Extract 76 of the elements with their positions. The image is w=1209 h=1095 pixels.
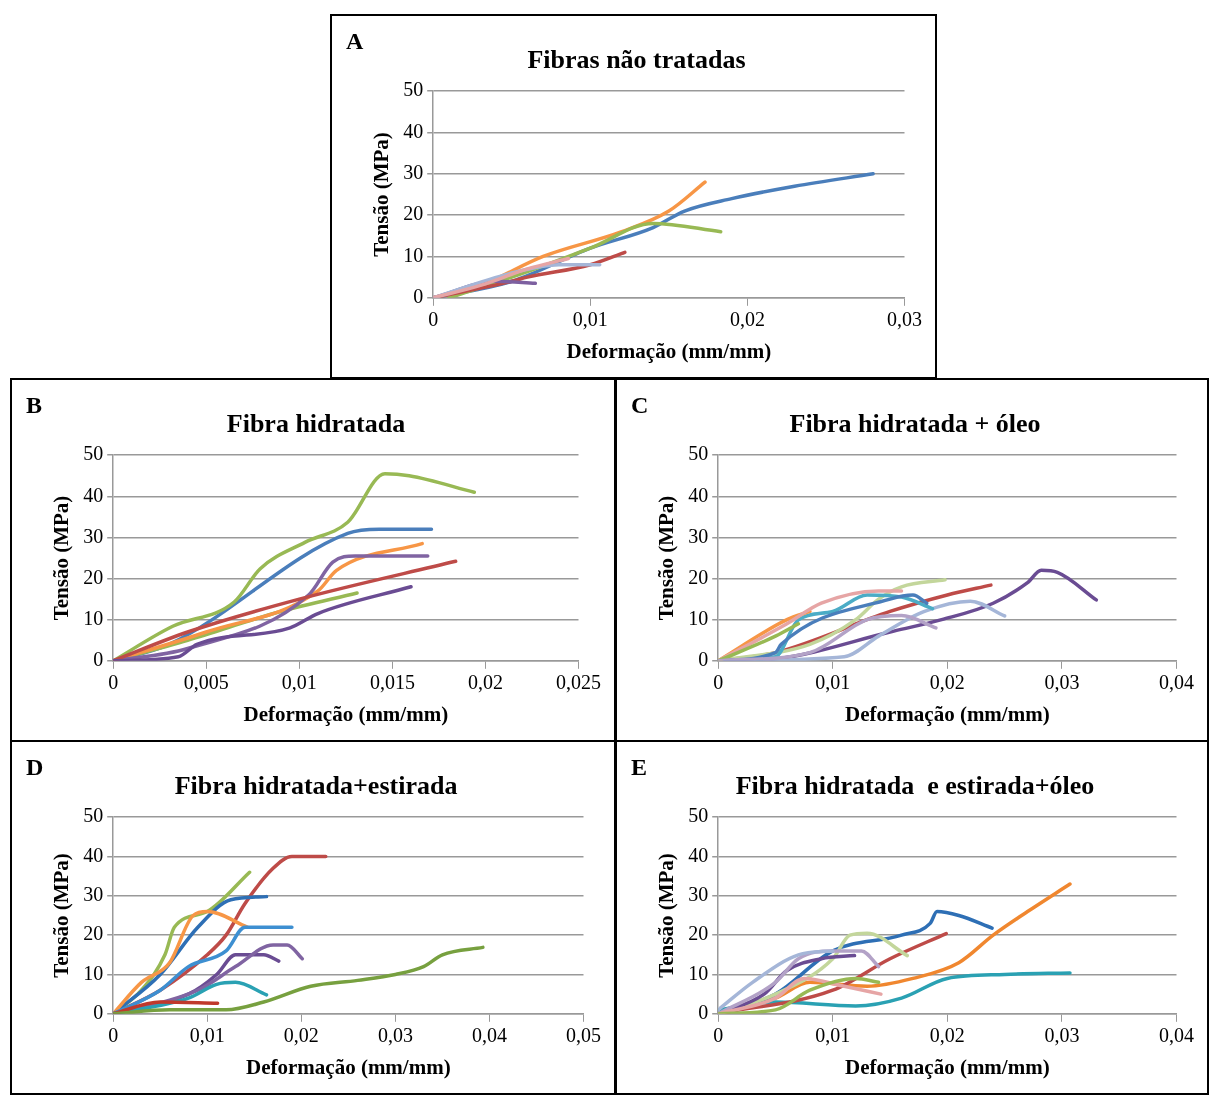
y-tick-label: 40 xyxy=(688,843,709,866)
text: E xyxy=(631,754,648,781)
x-tick-label: 0,02 xyxy=(467,671,503,694)
y-axis-title: Tensão (MPa) xyxy=(369,132,394,257)
y-tick-label: 10 xyxy=(688,961,709,984)
x-tick-label: 0,02 xyxy=(929,671,965,694)
x-tick-label: 0,04 xyxy=(1159,1024,1194,1047)
text: C xyxy=(631,392,649,419)
y-tick-label: 50 xyxy=(688,804,709,827)
x-tick-label: 0 xyxy=(428,308,439,331)
y-axis-title: Tensão (MPa) xyxy=(49,853,74,978)
x-tick-label: 0,01 xyxy=(815,671,851,694)
x-tick-label: 0,02 xyxy=(729,308,765,331)
x-tick-label: 0,05 xyxy=(566,1024,601,1047)
x-tick-label: 0,04 xyxy=(1159,671,1194,694)
x-tick-label: 0,04 xyxy=(471,1024,507,1047)
y-tick-label: 10 xyxy=(83,961,104,984)
y-tick-label: 30 xyxy=(83,883,104,906)
y-tick-label: 30 xyxy=(688,524,709,547)
x-tick-label: 0,03 xyxy=(887,308,922,331)
y-tick-label: 50 xyxy=(403,78,424,101)
x-tick-label: 0,03 xyxy=(1044,1024,1080,1047)
y-tick-label: 0 xyxy=(698,1001,709,1024)
y-tick-label: 0 xyxy=(413,285,424,308)
x-axis-title: Deformação (mm/mm) xyxy=(845,701,1050,726)
y-tick-label: 40 xyxy=(83,483,104,506)
y-tick-label: 30 xyxy=(403,161,424,184)
x-tick-label: 0,025 xyxy=(556,671,601,694)
y-tick-label: 30 xyxy=(83,524,104,547)
y-tick-label: 0 xyxy=(93,1001,104,1024)
y-tick-label: 20 xyxy=(403,202,424,225)
y-tick-label: 40 xyxy=(83,843,104,866)
x-tick-label: 0 xyxy=(713,1024,724,1047)
y-tick-label: 40 xyxy=(403,119,424,142)
x-tick-label: 0,005 xyxy=(183,671,229,694)
text: A xyxy=(346,28,364,55)
x-tick-label: 0,015 xyxy=(369,671,415,694)
y-tick-label: 50 xyxy=(83,804,104,827)
y-tick-label: 30 xyxy=(688,883,709,906)
y-tick-label: 20 xyxy=(688,565,709,588)
y-tick-label: 10 xyxy=(83,606,104,629)
chart-title: Fibra hidratada xyxy=(226,409,406,439)
x-tick-label: 0,01 xyxy=(281,671,317,694)
x-axis-title: Deformação (mm/mm) xyxy=(243,701,449,726)
y-tick-label: 10 xyxy=(403,243,424,266)
y-tick-label: 20 xyxy=(83,922,104,945)
text: B xyxy=(26,392,43,419)
chart-title: Fibra hidratada+estirada xyxy=(174,771,458,801)
x-tick-label: 0,02 xyxy=(283,1024,319,1047)
y-tick-label: 0 xyxy=(698,648,709,671)
y-tick-label: 20 xyxy=(688,922,709,945)
y-tick-label: 40 xyxy=(688,483,709,506)
y-axis-title: Tensão (MPa) xyxy=(654,853,679,978)
x-tick-label: 0 xyxy=(108,1024,119,1047)
chart-title: Fibra hidratada e estirada+óleo xyxy=(735,771,1095,801)
y-tick-label: 10 xyxy=(688,606,709,629)
x-tick-label: 0 xyxy=(713,671,724,694)
y-tick-label: 0 xyxy=(93,648,104,671)
x-tick-label: 0,02 xyxy=(929,1024,965,1047)
x-tick-label: 0,01 xyxy=(572,308,608,331)
y-tick-label: 50 xyxy=(688,442,709,465)
text: D xyxy=(26,754,44,781)
x-axis-title: Deformação (mm/mm) xyxy=(845,1054,1050,1079)
chart-title: Fibras não tratadas xyxy=(527,45,746,75)
y-tick-label: 50 xyxy=(83,442,104,465)
x-tick-label: 0,01 xyxy=(189,1024,225,1047)
y-axis-title: Tensão (MPa) xyxy=(654,495,679,621)
chart-title: Fibra hidratada + óleo xyxy=(789,409,1041,439)
x-tick-label: 0,03 xyxy=(377,1024,413,1047)
y-tick-label: 20 xyxy=(83,565,104,588)
x-axis-title: Deformação (mm/mm) xyxy=(566,338,772,363)
x-tick-label: 0,01 xyxy=(815,1024,851,1047)
x-tick-label: 0,03 xyxy=(1044,671,1080,694)
x-axis-title: Deformação (mm/mm) xyxy=(246,1054,451,1079)
x-tick-label: 0 xyxy=(108,671,119,694)
y-axis-title: Tensão (MPa) xyxy=(49,495,74,621)
